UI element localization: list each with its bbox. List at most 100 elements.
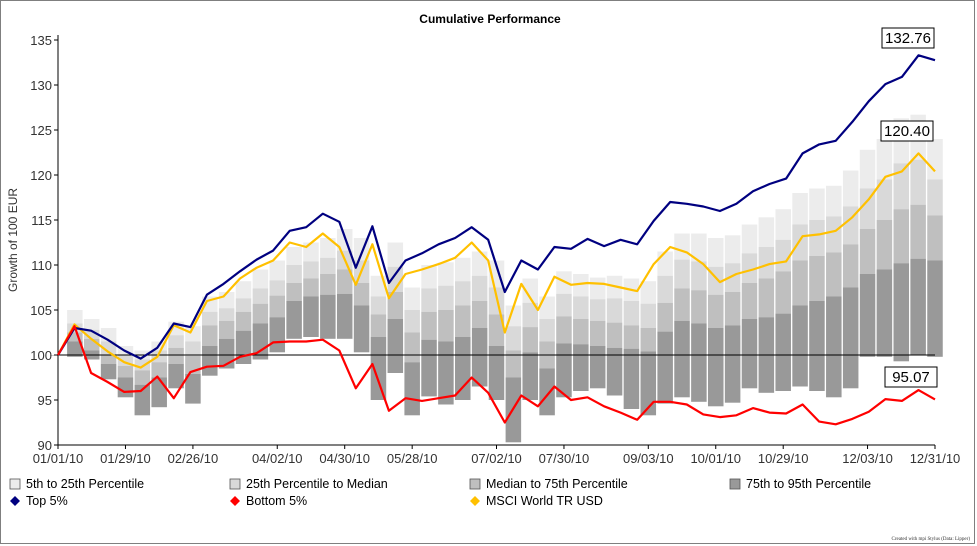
band-bar-4-week-9 — [202, 346, 218, 376]
band-bar-2-week-41 — [741, 253, 758, 283]
band-bar-1-week-19 — [370, 275, 387, 297]
band-bar-2-week-38 — [691, 261, 707, 291]
band-bar-3-week-23 — [438, 310, 454, 342]
x-tick-label: 10/01/10 — [690, 451, 741, 466]
band-bar-4-week-5 — [134, 384, 151, 416]
value-callout-box — [881, 27, 935, 49]
band-bar-4-week-25 — [471, 328, 488, 387]
band-bar-4-week-51 — [910, 258, 926, 355]
x-tick-label: 09/03/10 — [623, 451, 674, 466]
legend-marker — [230, 496, 240, 506]
band-bar-3-week-41 — [741, 283, 758, 319]
band-bar-1-week-28 — [522, 278, 538, 303]
band-bar-3-week-12 — [252, 303, 269, 324]
y-tick-label: 100 — [30, 348, 52, 363]
value-callout: 120.40 — [884, 123, 930, 140]
band-bar-4-week-40 — [724, 325, 741, 403]
band-bar-1-week-9 — [202, 296, 218, 312]
band-bar-3-week-26 — [488, 314, 505, 346]
band-bar-1-week-20 — [387, 242, 404, 267]
legend-label: Bottom 5% — [246, 494, 307, 508]
x-tick-label: 04/30/10 — [319, 451, 370, 466]
band-bar-2-week-33 — [606, 298, 623, 323]
legend-label: 5th to 25th Percentile — [26, 477, 144, 491]
band-bar-3-week-18 — [353, 283, 370, 306]
x-tick-label: 10/29/10 — [758, 451, 809, 466]
x-tick-label: 12/03/10 — [842, 451, 893, 466]
legend-swatch — [229, 478, 241, 490]
band-bar-3-week-16 — [320, 274, 336, 295]
band-bar-4-week-28 — [522, 352, 538, 400]
band-bar-3-week-40 — [724, 292, 741, 326]
band-bar-2-week-25 — [471, 275, 488, 301]
band-bar-4-week-16 — [320, 294, 336, 339]
band-bar-4-week-19 — [370, 337, 387, 400]
band-bar-4-week-43 — [775, 313, 791, 391]
band-bar-4-week-52 — [927, 260, 943, 357]
band-bar-3-week-3 — [100, 355, 117, 364]
band-bar-2-week-44 — [792, 224, 808, 261]
y-tick-label: 130 — [30, 78, 52, 93]
band-bar-2-week-15 — [303, 261, 319, 279]
band-bar-1-week-42 — [758, 217, 775, 247]
band-bar-3-week-45 — [809, 256, 825, 301]
band-bar-4-week-33 — [606, 347, 623, 396]
band-bar-1-week-46 — [826, 185, 842, 217]
band-bar-4-week-12 — [252, 323, 269, 360]
legend-label: Top 5% — [26, 494, 68, 508]
band-bar-3-week-48 — [859, 229, 876, 274]
band-bar-2-week-22 — [421, 288, 437, 312]
x-tick-label: 01/01/10 — [33, 451, 84, 466]
x-tick-label: 01/29/10 — [100, 451, 151, 466]
band-bar-2-week-2 — [83, 329, 100, 339]
y-tick-label: 105 — [30, 303, 52, 318]
band-bar-1-week-38 — [691, 233, 707, 262]
band-bar-1-week-11 — [235, 281, 252, 299]
band-bar-3-week-36 — [657, 302, 673, 332]
band-bar-4-week-14 — [286, 301, 302, 339]
band-bar-4-week-34 — [623, 348, 640, 409]
band-bar-3-week-38 — [691, 290, 707, 324]
band-bar-1-week-14 — [286, 247, 302, 265]
band-bar-4-week-29 — [539, 368, 555, 416]
band-bar-3-week-39 — [707, 294, 724, 328]
axes: 90 95 100 105 110 115 120 125 130 135 01/01/10 01/2… — [30, 33, 960, 466]
band-bar-3-week-21 — [404, 332, 420, 363]
series-lines — [57, 54, 936, 426]
band-bar-1-week-41 — [741, 224, 758, 254]
band-bar-2-week-10 — [218, 308, 235, 321]
band-bar-2-week-19 — [370, 296, 387, 315]
band-bar-2-week-4 — [117, 355, 134, 366]
band-bar-2-week-35 — [640, 303, 657, 328]
band-bar-1-week-36 — [657, 251, 673, 276]
band-bar-2-week-34 — [623, 301, 640, 326]
band-bar-2-week-6 — [151, 350, 167, 363]
band-bar-1-week-40 — [724, 235, 741, 264]
band-bar-3-week-17 — [336, 269, 353, 294]
band-bar-4-week-30 — [556, 343, 572, 398]
band-bar-1-week-1 — [67, 310, 83, 324]
value-callout: 95.07 — [892, 369, 930, 386]
band-bar-2-week-40 — [724, 263, 741, 292]
band-bar-4-week-38 — [691, 323, 707, 402]
band-bar-4-week-23 — [438, 341, 454, 405]
band-bar-2-week-13 — [269, 280, 286, 296]
band-bar-1-week-8 — [185, 326, 201, 342]
value-callouts: 132.76 120.40 95.07 — [880, 27, 938, 388]
band-bar-4-week-32 — [589, 346, 606, 389]
band-bar-2-week-16 — [320, 257, 336, 274]
band-bar-2-week-24 — [455, 281, 471, 306]
band-bar-4-week-37 — [674, 320, 690, 398]
band-bar-2-week-27 — [505, 326, 522, 351]
band-bar-3-week-42 — [758, 278, 775, 318]
band-bar-3-week-44 — [792, 260, 808, 306]
band-bar-2-week-28 — [522, 302, 538, 328]
band-bar-4-week-3 — [100, 364, 117, 380]
y-tick-label: 95 — [38, 393, 52, 408]
legend-label: Median to 75th Percentile — [486, 477, 628, 491]
band-bar-1-week-22 — [421, 265, 437, 289]
band-bar-3-week-28 — [522, 327, 538, 353]
band-bar-1-week-45 — [809, 188, 825, 220]
band-bar-1-week-15 — [303, 242, 319, 262]
